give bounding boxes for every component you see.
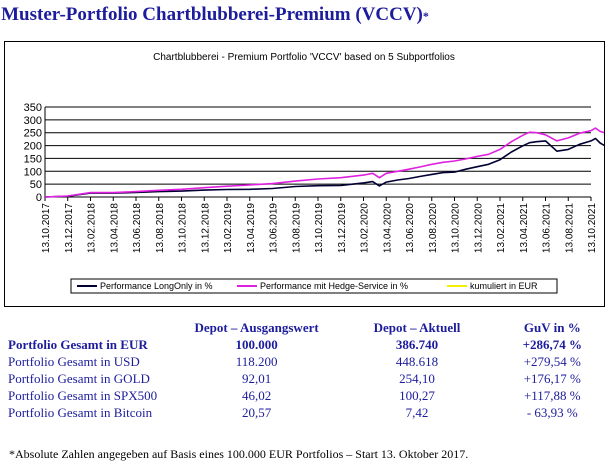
row-label: Portfolio Gesamt in USD xyxy=(8,354,140,369)
x-tick-label: 13.06.2020 xyxy=(405,203,416,253)
x-tick-label: 13.12.2020 xyxy=(473,203,484,253)
title-footnote-mark: * xyxy=(422,9,429,23)
table-row: Portfolio Gesamt in SPX500 46,02 100,27 … xyxy=(8,387,610,404)
table-header-label xyxy=(8,319,174,336)
x-tick-label: 13.12.2018 xyxy=(200,203,211,253)
page-title: Muster-Portfolio Chartblubberei-Premium … xyxy=(0,4,430,26)
table-row: Portfolio Gesamt in USD 118.200 448.618 … xyxy=(8,353,610,370)
row-start-value: 46,02 xyxy=(241,388,272,403)
footnote: *Absolute Zahlen angegeben auf Basis ein… xyxy=(9,447,469,461)
row-label: Portfolio Gesamt in EUR xyxy=(8,337,148,352)
x-tick-label: 13.10.2021 xyxy=(587,203,598,253)
row-start-value: 118.200 xyxy=(235,354,278,369)
x-tick-label: 13.04.2020 xyxy=(382,203,393,253)
y-tick-label: 150 xyxy=(24,153,42,165)
row-current-value: 386.740 xyxy=(395,337,439,352)
x-tick-label: 13.08.2019 xyxy=(291,203,302,253)
series-line-2 xyxy=(44,127,604,198)
x-tick-label: 13.02.2018 xyxy=(87,203,98,253)
x-tick-label: 13.06.2018 xyxy=(132,203,143,253)
x-tick-label: 13.08.2021 xyxy=(564,203,575,253)
row-pnl: - 63,93 % xyxy=(526,405,578,420)
x-tick-label: 13.10.2020 xyxy=(451,203,462,253)
row-pnl: +117,88 % xyxy=(523,388,581,403)
y-tick-label: 250 xyxy=(24,128,42,140)
table-row: Portfolio Gesamt in EUR 100.000 386.740 … xyxy=(8,336,610,353)
x-tick-label: 13.02.2021 xyxy=(496,203,507,253)
x-tick-label: 13.10.2018 xyxy=(178,203,189,253)
y-tick-label: 50 xyxy=(30,179,42,191)
x-tick-label: 13.04.2018 xyxy=(109,203,120,253)
x-tick-label: 13.10.2017 xyxy=(41,203,52,253)
portfolio-summary-table: Depot – Ausgangswert Depot – Aktuell GuV… xyxy=(8,319,610,421)
x-tick-label: 13.12.2019 xyxy=(337,203,348,253)
y-tick-label: 300 xyxy=(24,115,42,127)
y-tick-label: 200 xyxy=(24,141,42,153)
chart-title: Chartblubberei - Premium Portfolio 'VCCV… xyxy=(153,52,455,63)
row-current-value: 100,27 xyxy=(399,388,435,403)
x-tick-label: 13.06.2019 xyxy=(269,203,280,253)
x-tick-label: 13.02.2019 xyxy=(223,203,234,253)
table-header-row: Depot – Ausgangswert Depot – Aktuell GuV… xyxy=(8,319,610,336)
row-current-value: 7,42 xyxy=(405,405,429,420)
row-start-value: 100.000 xyxy=(235,337,278,352)
legend-box xyxy=(70,278,558,294)
row-current-value: 448.618 xyxy=(395,354,439,369)
x-tick-label: 13.04.2019 xyxy=(246,203,257,253)
x-tick-label: 13.08.2020 xyxy=(428,203,439,253)
row-label: Portfolio Gesamt in SPX500 xyxy=(8,388,158,403)
performance-chart: Chartblubberei - Premium Portfolio 'VCCV… xyxy=(24,52,604,294)
legend-label-1: Performance LongOnly in % xyxy=(100,281,213,291)
table-header-current: Depot – Aktuell xyxy=(373,320,461,335)
chart-container: Chartblubberei - Premium Portfolio 'VCCV… xyxy=(4,41,605,307)
row-pnl: +279,54 % xyxy=(523,354,581,369)
series-line-1 xyxy=(44,137,604,198)
table-row: Portfolio Gesamt in GOLD 92,01 254,10 +1… xyxy=(8,370,610,387)
x-tick-label: 13.08.2018 xyxy=(155,203,166,253)
row-current-value: 254,10 xyxy=(399,371,435,386)
row-label: Portfolio Gesamt in GOLD xyxy=(8,371,150,386)
row-start-value: 92,01 xyxy=(241,371,272,386)
y-tick-label: 350 xyxy=(24,102,42,114)
y-tick-label: 100 xyxy=(24,166,42,178)
row-pnl: +286,74 % xyxy=(522,337,582,352)
x-tick-label: 13.02.2020 xyxy=(360,203,371,253)
legend-label-2: Performance mit Hedge-Service in % xyxy=(260,281,408,291)
x-tick-label: 13.06.2021 xyxy=(542,203,553,253)
table-header-pnl: GuV in % xyxy=(523,320,581,335)
legend-label-3: kumuliert in EUR xyxy=(470,281,538,291)
x-tick-label: 13.10.2019 xyxy=(314,203,325,253)
page-title-text: Muster-Portfolio Chartblubberei-Premium … xyxy=(1,4,423,25)
table-header-start: Depot – Ausgangswert xyxy=(194,320,319,335)
row-pnl: +176,17 % xyxy=(523,371,581,386)
row-start-value: 20,57 xyxy=(241,405,272,420)
table-row: Portfolio Gesamt in Bitcoin 20,57 7,42 -… xyxy=(8,404,610,421)
row-label: Portfolio Gesamt in Bitcoin xyxy=(8,405,153,420)
x-tick-label: 13.12.2017 xyxy=(64,203,75,253)
y-tick-label: 0 xyxy=(36,192,42,204)
x-tick-label: 13.04.2021 xyxy=(519,203,530,253)
